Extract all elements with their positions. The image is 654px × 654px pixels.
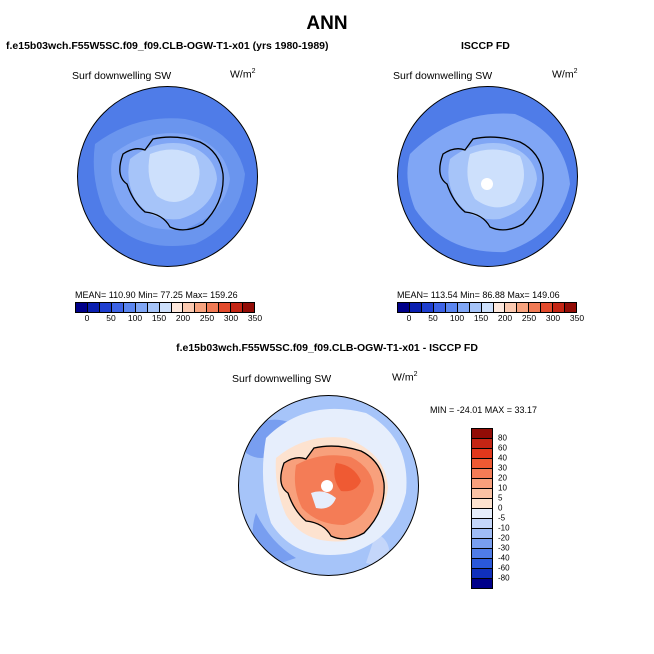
- colorbar-tick-label: 10: [498, 483, 507, 493]
- colorbar-swatch: [87, 303, 100, 312]
- colorbar-swatch: [517, 303, 530, 312]
- colorbar-swatch: [76, 303, 88, 312]
- colorbar-swatch: [472, 449, 492, 459]
- main-title: ANN: [306, 13, 348, 34]
- colorbar-tick-label: -10: [498, 523, 510, 533]
- colorbar-swatch: [553, 303, 566, 312]
- colorbar-swatch: [111, 303, 124, 312]
- colorbar-swatch: [472, 439, 492, 449]
- colorbar-swatch: [493, 303, 506, 312]
- colorbar-swatch: [472, 569, 492, 579]
- colorbar-tick-label: 60: [498, 443, 507, 453]
- panel3-map: [238, 395, 419, 576]
- panel2-map: [397, 86, 578, 267]
- colorbar-swatch: [433, 303, 446, 312]
- colorbar-swatch: [421, 303, 434, 312]
- panel3-colorbar: [471, 428, 493, 589]
- colorbar-tick-label: 20: [498, 473, 507, 483]
- colorbar-tick-label: -80: [498, 573, 510, 583]
- colorbar-tick-label: 40: [498, 453, 507, 463]
- colorbar-swatch: [472, 499, 492, 509]
- colorbar-tick-label: 0: [498, 503, 503, 513]
- colorbar-swatch: [472, 559, 492, 569]
- colorbar-tick-label: 350: [247, 313, 263, 323]
- colorbar-tick-label: 300: [545, 313, 561, 323]
- colorbar-swatch: [481, 303, 494, 312]
- panel3-variable-label: Surf downwelling SW: [232, 373, 332, 385]
- colorbar-tick-label: 200: [497, 313, 513, 323]
- panel2-units: W/m2: [552, 68, 578, 81]
- panel2-colorbar: 0 50 100 150 200 250 300 350: [397, 302, 584, 323]
- colorbar-swatch: [243, 303, 255, 312]
- colorbar-tick-label: 50: [428, 313, 438, 323]
- colorbar-tick-label: 200: [175, 313, 191, 323]
- colorbar-swatch: [472, 519, 492, 529]
- colorbar-tick-label: 30: [498, 463, 507, 473]
- colorbar-swatch: [183, 303, 196, 312]
- colorbar-swatch: [231, 303, 244, 312]
- colorbar-tick-label: -40: [498, 553, 510, 563]
- colorbar-swatch: [147, 303, 160, 312]
- colorbar-swatch: [472, 479, 492, 489]
- colorbar-swatch: [135, 303, 148, 312]
- colorbar-swatch: [219, 303, 232, 312]
- panel2-stats: MEAN= 113.54 Min= 86.88 Max= 149.06: [397, 290, 560, 300]
- colorbar-tick-label: 5: [498, 493, 503, 503]
- colorbar-swatch: [472, 509, 492, 519]
- colorbar-swatch: [457, 303, 470, 312]
- colorbar-swatch: [529, 303, 542, 312]
- colorbar-swatch: [159, 303, 172, 312]
- panel1-stats: MEAN= 110.90 Min= 77.25 Max= 159.26: [75, 290, 238, 300]
- colorbar-swatch: [99, 303, 112, 312]
- colorbar-swatch: [123, 303, 136, 312]
- colorbar-tick-label: 300: [223, 313, 239, 323]
- colorbar-tick-label: 150: [473, 313, 489, 323]
- panel3-case-title: f.e15b03wch.F55W5SC.f09_f09.CLB-OGW-T1-x…: [176, 342, 478, 354]
- colorbar-tick-label: -30: [498, 543, 510, 553]
- colorbar-swatch: [472, 549, 492, 559]
- colorbar-tick-label: 0: [84, 313, 90, 323]
- colorbar-tick-label: -60: [498, 563, 510, 573]
- colorbar-tick-label: 100: [127, 313, 143, 323]
- panel2-case-title: ISCCP FD: [461, 40, 510, 52]
- colorbar-swatch: [445, 303, 458, 312]
- colorbar-tick-label: 350: [569, 313, 585, 323]
- colorbar-tick-label: 250: [199, 313, 215, 323]
- colorbar-swatch: [195, 303, 208, 312]
- colorbar-swatch: [472, 489, 492, 499]
- colorbar-tick-label: -5: [498, 513, 506, 523]
- panel1-units: W/m2: [230, 68, 256, 81]
- colorbar-swatch: [541, 303, 554, 312]
- colorbar-swatch: [207, 303, 220, 312]
- colorbar-swatch: [472, 459, 492, 469]
- colorbar-swatch: [469, 303, 482, 312]
- panel2-variable-label: Surf downwelling SW: [393, 70, 493, 82]
- colorbar-tick-label: 150: [151, 313, 167, 323]
- panel3-colorbar-ticks: 80 60 40 30 20 10 5 0 -5 -10 -20 -30 -40 -60 -80: [498, 428, 538, 583]
- colorbar-tick-label: -20: [498, 533, 510, 543]
- panel3-stats: MIN = -24.01 MAX = 33.17: [430, 405, 538, 415]
- colorbar-tick-label: 0: [406, 313, 412, 323]
- colorbar-tick-label: 100: [449, 313, 465, 323]
- colorbar-swatch: [472, 469, 492, 479]
- colorbar-tick-label: 80: [498, 433, 507, 443]
- panel1-variable-label: Surf downwelling SW: [72, 70, 172, 82]
- colorbar-swatch: [472, 539, 492, 549]
- panel1-case-title: f.e15b03wch.F55W5SC.f09_f09.CLB-OGW-T1-x…: [6, 40, 329, 52]
- colorbar-swatch: [472, 429, 492, 439]
- colorbar-swatch: [472, 529, 492, 539]
- colorbar-swatch: [171, 303, 184, 312]
- colorbar-swatch: [565, 303, 577, 312]
- panel1-map: [77, 86, 258, 267]
- colorbar-tick-label: 250: [521, 313, 537, 323]
- colorbar-tick-label: 50: [106, 313, 116, 323]
- colorbar-swatch: [409, 303, 422, 312]
- panel1-colorbar: 0 50 100 150 200 250 300 350: [75, 302, 262, 323]
- colorbar-swatch: [472, 579, 492, 588]
- colorbar-swatch: [398, 303, 410, 312]
- colorbar-swatch: [505, 303, 518, 312]
- panel3-units: W/m2: [392, 371, 418, 384]
